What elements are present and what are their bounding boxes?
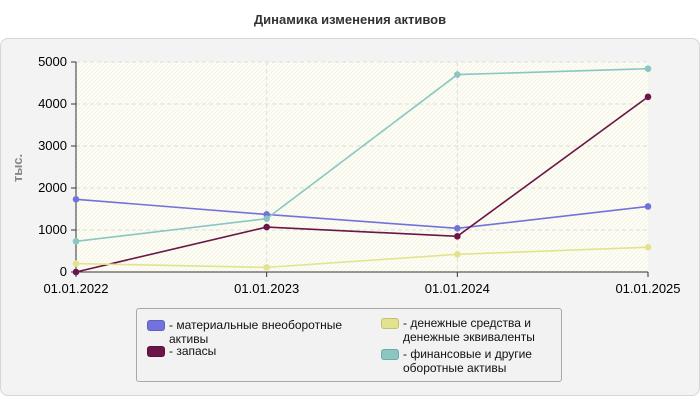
legend-swatch bbox=[381, 349, 399, 360]
legend-label: - материальные внеоборотные активы bbox=[169, 318, 342, 346]
data-point bbox=[263, 223, 270, 231]
chart-title: Динамика изменения активов bbox=[253, 12, 447, 27]
data-point bbox=[454, 251, 461, 258]
legend-swatch bbox=[147, 346, 165, 357]
legend-item-inventory: - запасы bbox=[147, 344, 359, 358]
legend-label: - финансовые и другие оборотные активы bbox=[403, 347, 532, 375]
series-line bbox=[75, 96, 649, 273]
y-tick-label: 4000 bbox=[38, 96, 67, 111]
plot-area bbox=[76, 62, 648, 272]
data-point bbox=[644, 243, 652, 251]
series-line bbox=[75, 67, 649, 243]
data-point bbox=[644, 65, 652, 73]
data-point bbox=[644, 93, 652, 101]
data-point bbox=[72, 196, 80, 203]
legend-swatch bbox=[381, 318, 399, 329]
data-point bbox=[454, 233, 461, 240]
y-tick-label: 5000 bbox=[38, 54, 67, 69]
data-point bbox=[72, 268, 80, 276]
series-line bbox=[75, 246, 649, 269]
data-point bbox=[454, 225, 461, 232]
series-line bbox=[75, 198, 649, 230]
y-tick-label: 1000 bbox=[38, 222, 67, 237]
x-tick-label: 01.01.2022 bbox=[43, 281, 108, 296]
data-point bbox=[72, 238, 80, 245]
data-point bbox=[263, 215, 270, 222]
tick-labels: 0 1000 2000 3000 4000 5000 01.01.2022 01.01.202… bbox=[38, 54, 680, 296]
y-tick-label: 0 bbox=[60, 264, 67, 279]
x-tick-label: 01.01.2023 bbox=[234, 281, 299, 296]
y-axis-label: тыс. bbox=[10, 154, 25, 182]
x-tick-label: 01.01.2024 bbox=[425, 281, 490, 296]
data-point bbox=[644, 203, 652, 210]
series-lines bbox=[72, 65, 652, 276]
legend-label: - денежные средства и денежные эквивален… bbox=[403, 316, 535, 344]
legend: - материальные внеоборотные активы - зап… bbox=[136, 308, 562, 382]
legend-label: - запасы bbox=[169, 344, 217, 358]
data-point bbox=[72, 260, 80, 267]
x-tick-label: 01.01.2025 bbox=[615, 281, 680, 296]
y-tick-label: 2000 bbox=[38, 180, 67, 195]
y-tick-label: 3000 bbox=[38, 138, 67, 153]
data-point bbox=[263, 264, 270, 271]
legend-item-financial-assets: - финансовые и другие оборотные активы bbox=[381, 347, 563, 375]
legend-item-cash: - денежные средства и денежные эквивален… bbox=[381, 316, 563, 344]
data-point bbox=[454, 71, 461, 78]
legend-swatch bbox=[147, 320, 165, 331]
legend-item-material-assets: - материальные внеоборотные активы bbox=[147, 318, 359, 346]
